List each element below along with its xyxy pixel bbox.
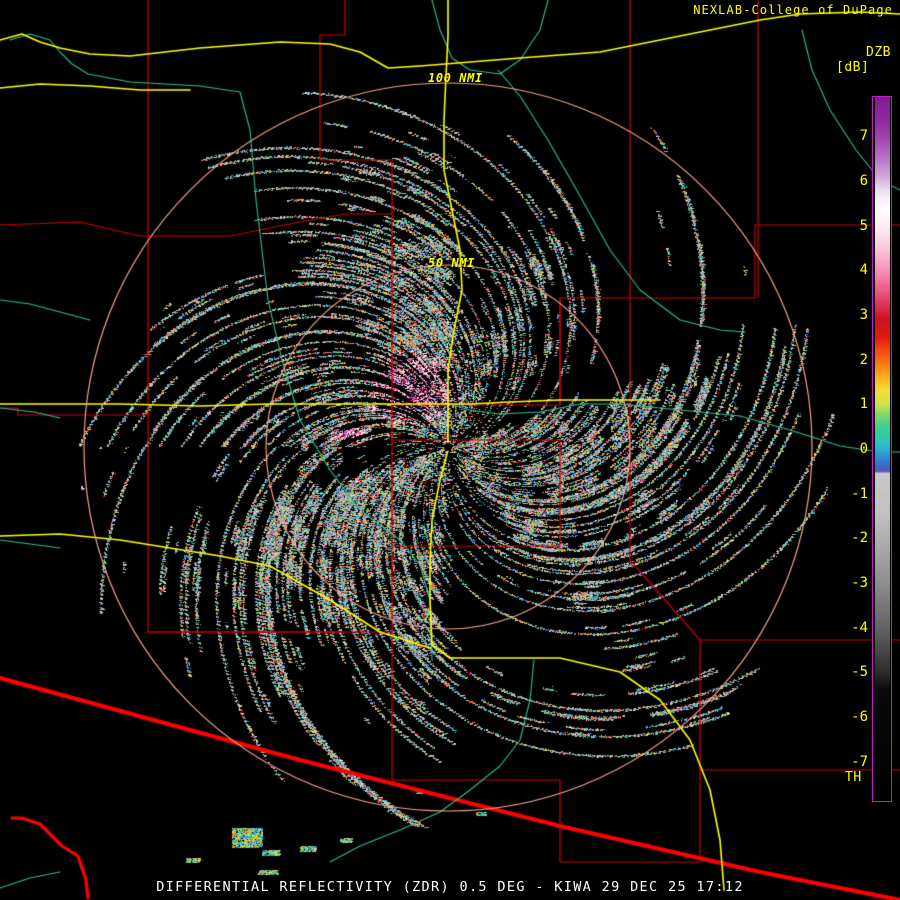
colorbar-tick: -4 bbox=[851, 619, 868, 636]
colorbar-tick: -7 bbox=[851, 753, 868, 770]
colorbar-tick: 1 bbox=[859, 396, 868, 413]
colorbar-tick: -5 bbox=[851, 664, 868, 681]
colorbar-tick: -2 bbox=[851, 530, 868, 547]
colorbar-tick: 6 bbox=[859, 172, 868, 189]
colorbar-tick: 0 bbox=[859, 441, 868, 457]
colorbar-tick: 4 bbox=[859, 262, 868, 279]
colorbar-tick: -6 bbox=[851, 709, 868, 726]
colorbar-tick: 7 bbox=[859, 128, 868, 145]
colorbar-tick: -1 bbox=[851, 485, 868, 502]
colorbar-tick: 2 bbox=[859, 351, 868, 368]
colorbar-gradient bbox=[874, 97, 890, 801]
colorbar[interactable] bbox=[872, 96, 892, 802]
colorbar-tick: -3 bbox=[851, 575, 868, 592]
colorbar-tick: 5 bbox=[859, 217, 868, 234]
colorbar-tick: 3 bbox=[859, 306, 868, 323]
